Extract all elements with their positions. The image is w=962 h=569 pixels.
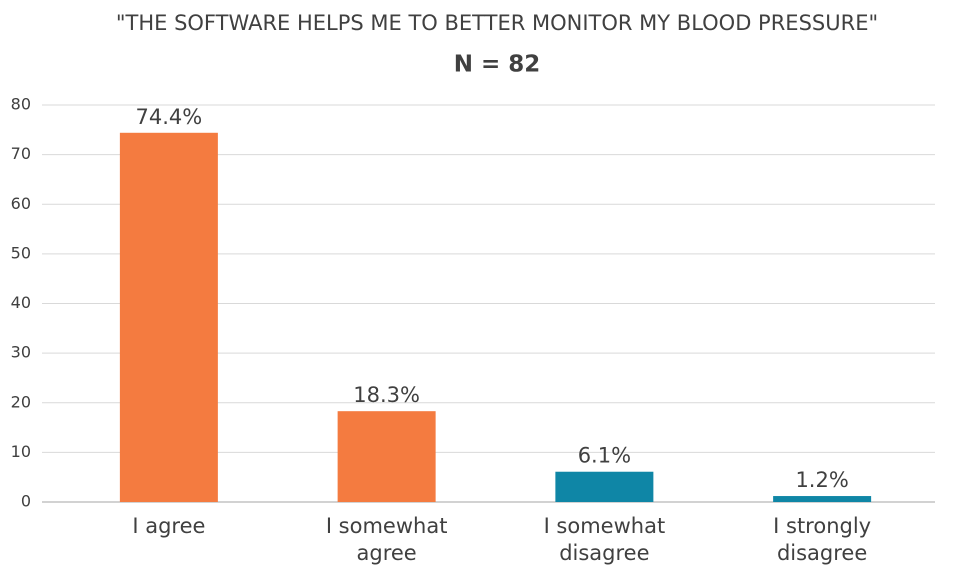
bar bbox=[555, 471, 654, 502]
y-tick-label: 10 bbox=[11, 442, 31, 461]
x-tick-label: I strongly disagree bbox=[773, 514, 872, 565]
y-tick-label: 20 bbox=[11, 392, 31, 411]
chart-title: "THE SOFTWARE HELPS ME TO BETTER MONITOR… bbox=[116, 11, 878, 35]
chart-subtitle: N = 82 bbox=[454, 52, 541, 78]
bar bbox=[773, 496, 872, 502]
data-label: 74.4% bbox=[136, 105, 203, 129]
y-tick-label: 60 bbox=[11, 194, 31, 213]
x-tick-label: I somewhat disagree bbox=[543, 514, 666, 565]
y-tick-label: 70 bbox=[11, 144, 31, 163]
data-label: 18.3% bbox=[353, 383, 420, 407]
bar bbox=[337, 411, 436, 502]
x-tick-label: I somewhat agree bbox=[325, 514, 448, 565]
y-tick-label: 40 bbox=[11, 293, 31, 312]
data-label: 6.1% bbox=[578, 444, 631, 468]
data-label: 1.2% bbox=[795, 468, 848, 492]
bar bbox=[119, 132, 218, 503]
y-tick-label: 0 bbox=[21, 492, 31, 511]
y-tick-label: 50 bbox=[11, 243, 31, 262]
y-tick-label: 30 bbox=[11, 343, 31, 362]
y-tick-label: 80 bbox=[11, 95, 31, 114]
x-tick-label: I agree bbox=[132, 514, 206, 538]
